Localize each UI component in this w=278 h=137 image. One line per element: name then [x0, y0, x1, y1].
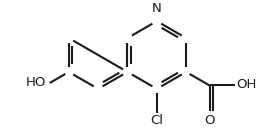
Text: HO: HO [26, 76, 46, 89]
Text: Cl: Cl [150, 114, 163, 127]
Text: N: N [152, 2, 162, 15]
Text: OH: OH [237, 78, 257, 91]
Text: O: O [204, 114, 215, 127]
